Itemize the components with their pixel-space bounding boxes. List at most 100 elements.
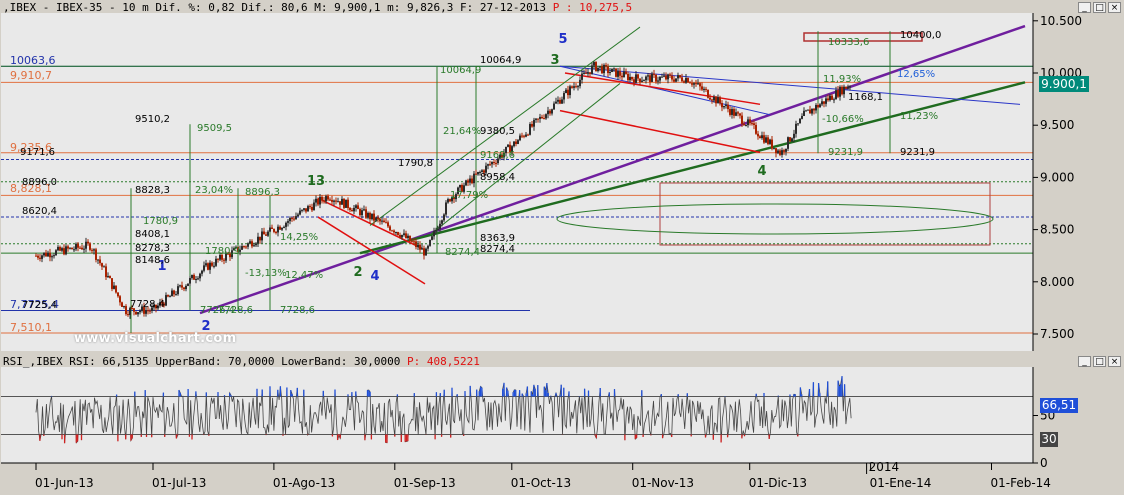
candle-body bbox=[623, 71, 625, 78]
candle-body bbox=[59, 246, 61, 251]
minimize-button[interactable]: _ bbox=[1078, 2, 1091, 13]
candle-body bbox=[91, 249, 93, 251]
candle-body bbox=[545, 114, 547, 119]
level-label: 9509,5 bbox=[197, 123, 232, 134]
maximize-button[interactable]: □ bbox=[1093, 2, 1106, 13]
candle-body bbox=[709, 97, 711, 100]
level-label: 10064,9 bbox=[480, 55, 521, 66]
candle-body bbox=[729, 109, 731, 115]
candle-body bbox=[609, 71, 611, 74]
candle-body bbox=[289, 217, 291, 222]
level-label: 7728,4 bbox=[130, 299, 165, 310]
candle-body bbox=[315, 198, 317, 203]
candle-body bbox=[649, 75, 651, 82]
candle-body bbox=[627, 73, 629, 81]
wave-label: 4 bbox=[370, 269, 379, 284]
horizontal-levels bbox=[1, 32, 1033, 334]
candle-body bbox=[123, 306, 125, 308]
candle-body bbox=[521, 135, 523, 137]
candle-body bbox=[491, 162, 493, 165]
price-tick-label: 7.500 bbox=[1040, 327, 1074, 341]
candle-body bbox=[243, 246, 245, 248]
left-edge-label: 9,235,6 bbox=[10, 141, 52, 154]
candle-body bbox=[93, 249, 95, 251]
candle-body bbox=[157, 305, 159, 309]
candle-body bbox=[307, 206, 309, 212]
candle-body bbox=[673, 79, 675, 82]
candle-body bbox=[257, 236, 259, 244]
candle-body bbox=[611, 68, 613, 72]
candle-body bbox=[65, 246, 67, 255]
candle-body bbox=[823, 101, 825, 104]
candle-body bbox=[331, 199, 333, 202]
level-label: 12,65% bbox=[897, 69, 935, 80]
candle-body bbox=[631, 76, 633, 80]
main-header-price: P : 10,275,5 bbox=[552, 1, 633, 14]
candle-body bbox=[333, 200, 335, 202]
candle-body bbox=[53, 255, 55, 257]
candle-body bbox=[431, 236, 433, 240]
candle-body bbox=[691, 83, 693, 85]
candle-body bbox=[577, 86, 579, 88]
candle-body bbox=[771, 139, 773, 149]
candle-body bbox=[587, 72, 589, 74]
price-tick-label: 10.500 bbox=[1040, 14, 1082, 28]
candle-body bbox=[535, 118, 537, 120]
candle-body bbox=[411, 241, 413, 243]
candle-body bbox=[115, 285, 117, 293]
rsi-maximize-button[interactable]: □ bbox=[1093, 356, 1106, 367]
candle-body bbox=[181, 285, 183, 288]
candle-body bbox=[551, 109, 553, 114]
rsi-minimize-button[interactable]: _ bbox=[1078, 356, 1091, 367]
candle-body bbox=[177, 286, 179, 295]
candle-body bbox=[135, 311, 137, 315]
candle-body bbox=[761, 135, 763, 139]
candle-body bbox=[643, 80, 645, 82]
level-label: 9231,9 bbox=[900, 147, 935, 158]
candle-body bbox=[637, 74, 639, 79]
candle-body bbox=[343, 198, 345, 208]
candle-body bbox=[473, 173, 475, 184]
candle-body bbox=[111, 278, 113, 289]
candle-body bbox=[245, 246, 247, 248]
candle-body bbox=[121, 302, 123, 307]
candle-body bbox=[617, 71, 619, 77]
candle-body bbox=[67, 246, 69, 249]
candle-body bbox=[797, 123, 799, 125]
candle-body bbox=[161, 302, 163, 304]
candle-body bbox=[645, 76, 647, 81]
candle-body bbox=[169, 296, 171, 298]
candle-body bbox=[831, 95, 833, 100]
candle-body bbox=[647, 75, 649, 77]
rsi-close-button[interactable]: × bbox=[1108, 356, 1121, 367]
candle-body bbox=[223, 259, 225, 261]
close-button[interactable]: × bbox=[1108, 2, 1121, 13]
candle-body bbox=[255, 243, 257, 246]
candle-body bbox=[391, 230, 393, 232]
candle-body bbox=[485, 165, 487, 173]
candle-body bbox=[463, 185, 465, 192]
candle-body bbox=[263, 231, 265, 235]
candle-body bbox=[841, 86, 843, 95]
candle-body bbox=[555, 101, 557, 104]
candle-body bbox=[539, 116, 541, 119]
candle-body bbox=[471, 178, 473, 184]
candle-body bbox=[231, 250, 233, 258]
candle-body bbox=[155, 304, 157, 309]
candle-body bbox=[503, 152, 505, 158]
candle-body bbox=[185, 285, 187, 290]
candle-body bbox=[345, 199, 347, 208]
candle-body bbox=[167, 295, 169, 297]
time-tick-label: 01-Feb-14 bbox=[991, 476, 1051, 490]
candle-body bbox=[293, 218, 295, 220]
candle-body bbox=[703, 88, 705, 90]
candle-body bbox=[359, 209, 361, 216]
candle-body bbox=[365, 209, 367, 218]
candle-body bbox=[275, 231, 277, 233]
candle-body bbox=[45, 252, 47, 257]
left-edge-label: 7,7725,4 bbox=[10, 298, 59, 311]
candle-body bbox=[679, 75, 681, 78]
level-label: 7728,6 bbox=[218, 305, 253, 316]
candle-body bbox=[595, 62, 597, 72]
year-label: 2014 bbox=[869, 460, 900, 474]
